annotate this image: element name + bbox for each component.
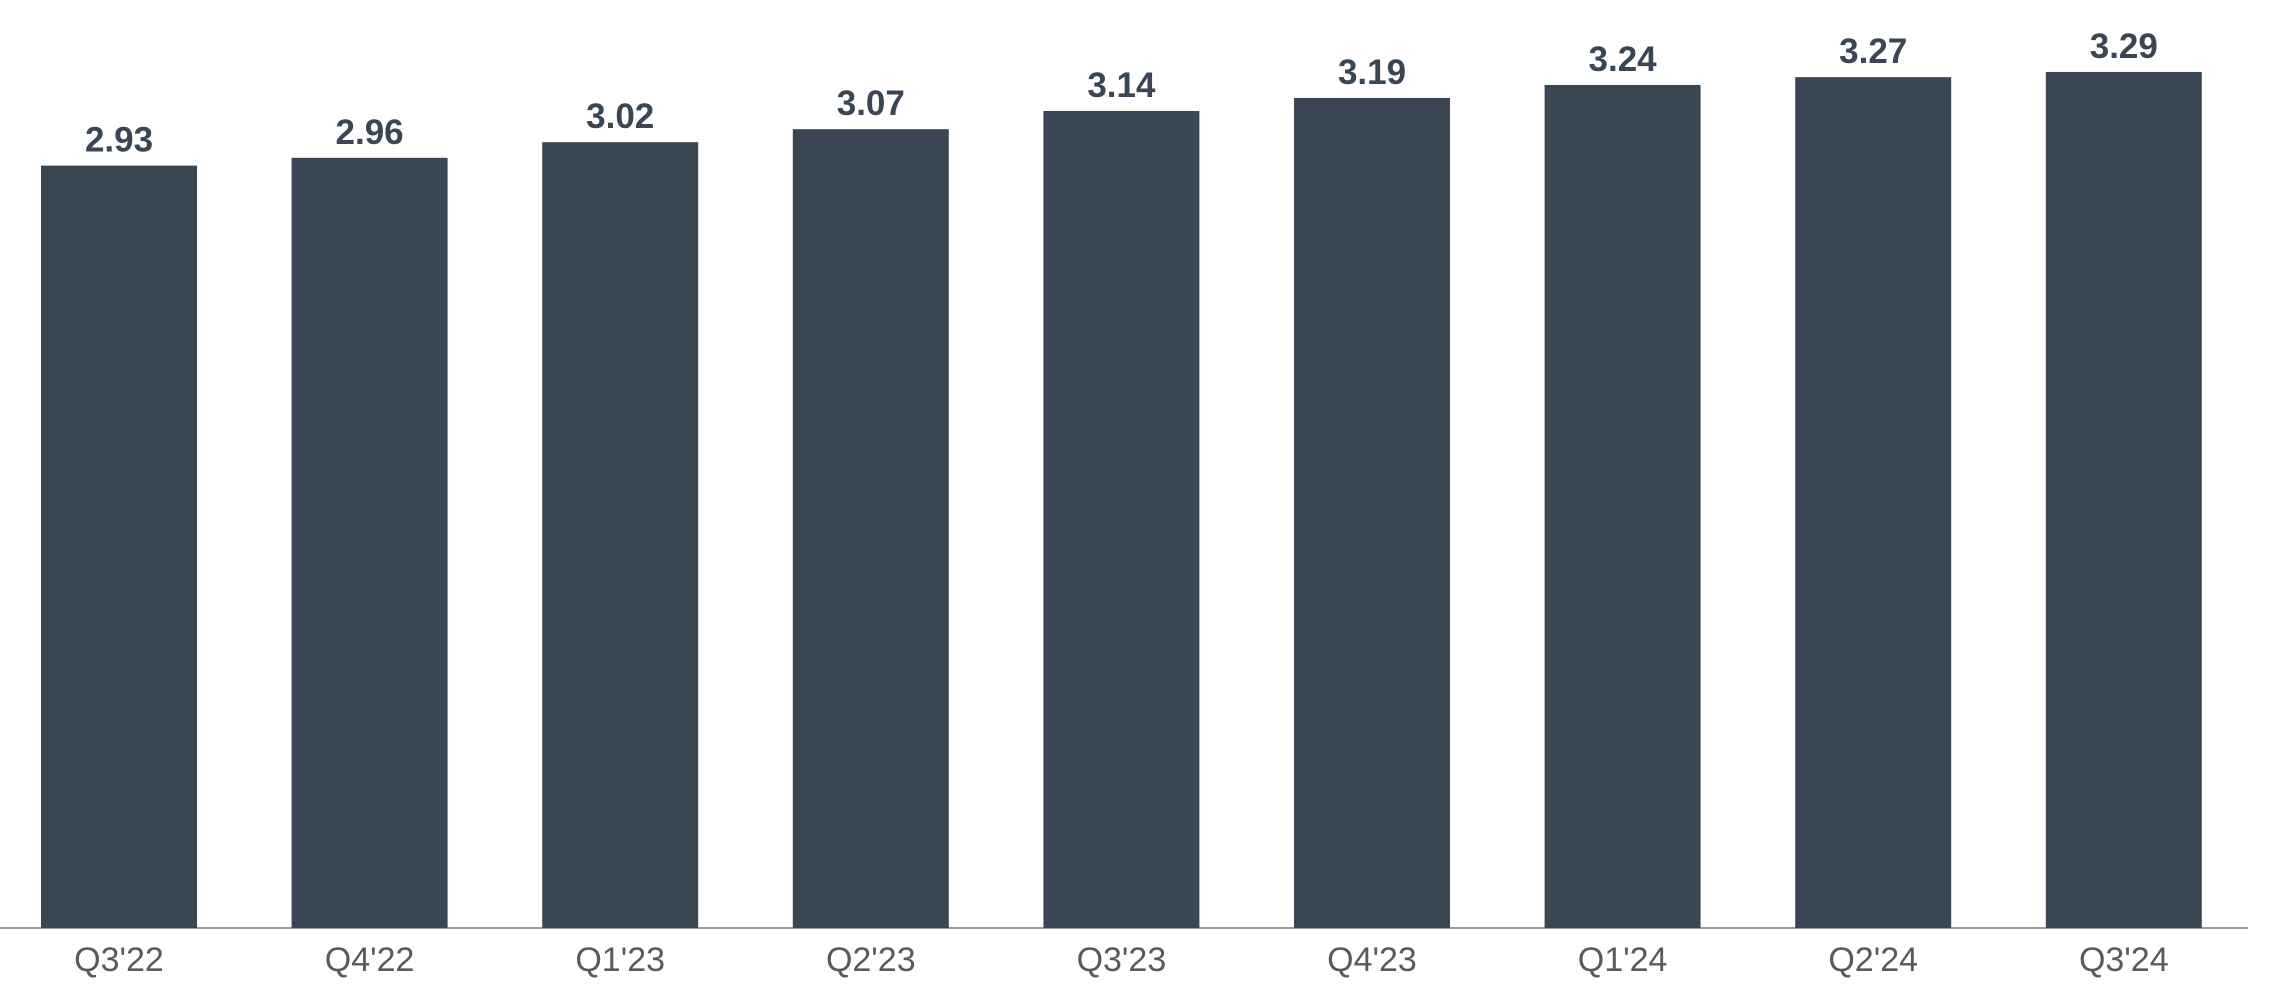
value-label: 2.96: [336, 113, 404, 152]
bar: [41, 165, 197, 928]
x-tick-label: Q1'23: [575, 941, 665, 979]
bar: [1795, 77, 1952, 929]
x-tick-label: Q2'24: [1828, 941, 1918, 979]
x-tick-label: Q4'23: [1327, 941, 1417, 979]
x-tick-label: Q3'22: [74, 941, 164, 979]
bar: [291, 157, 448, 929]
value-label: 3.14: [1087, 66, 1156, 105]
bar: [1294, 97, 1450, 929]
bar: [792, 129, 949, 928]
bar: [542, 142, 699, 929]
value-label: 3.29: [2090, 27, 2158, 66]
bar: [1043, 110, 1200, 929]
x-tick-label: Q2'23: [826, 941, 916, 979]
value-label: 3.19: [1338, 53, 1406, 92]
value-label: 3.24: [1589, 40, 1658, 79]
value-label: 2.93: [85, 121, 153, 160]
value-label: 3.27: [1839, 32, 1907, 71]
value-label: 3.02: [586, 97, 654, 136]
bar: [2045, 71, 2202, 928]
x-tick-label: Q3'24: [2079, 941, 2169, 979]
x-tick-label: Q4'22: [325, 941, 415, 979]
bar: [1544, 84, 1701, 928]
x-tick-label: Q3'23: [1077, 941, 1167, 979]
value-label: 3.07: [837, 84, 905, 123]
x-tick-label: Q1'24: [1578, 941, 1668, 979]
